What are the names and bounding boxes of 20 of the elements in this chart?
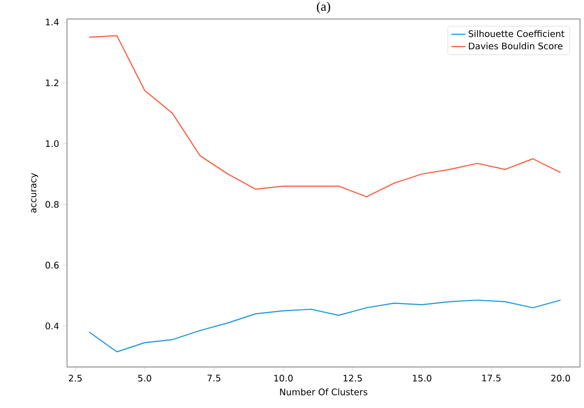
x-tick-label: 2.5 bbox=[68, 374, 82, 382]
x-tick-label: 5.0 bbox=[138, 374, 152, 382]
legend-label: Davies Bouldin Score bbox=[468, 42, 562, 50]
x-tick-label: 7.5 bbox=[208, 374, 220, 382]
y-tick-label: 0.6 bbox=[46, 262, 59, 269]
x-axis-title: Number Of Clusters bbox=[280, 388, 368, 396]
y-axis-title: accuracy bbox=[31, 173, 38, 213]
y-tick-label: 0.8 bbox=[46, 201, 59, 208]
chart-title: (a) bbox=[316, 2, 330, 14]
x-tick-label: 10.0 bbox=[274, 374, 293, 382]
y-tick-label: 1.4 bbox=[46, 18, 59, 26]
y-tick-label: 1.2 bbox=[46, 79, 58, 86]
x-tick-label: 12.5 bbox=[344, 374, 362, 382]
line-series bbox=[88, 300, 562, 352]
x-tick-label: 17.5 bbox=[482, 374, 500, 382]
y-tick-label: 1.0 bbox=[46, 140, 59, 147]
y-tick-label: 0.4 bbox=[46, 322, 59, 330]
x-tick-label: 15.0 bbox=[412, 374, 432, 382]
x-tick-label: 20.0 bbox=[551, 374, 570, 382]
legend-label: Silhouette Coefficient bbox=[468, 30, 564, 38]
